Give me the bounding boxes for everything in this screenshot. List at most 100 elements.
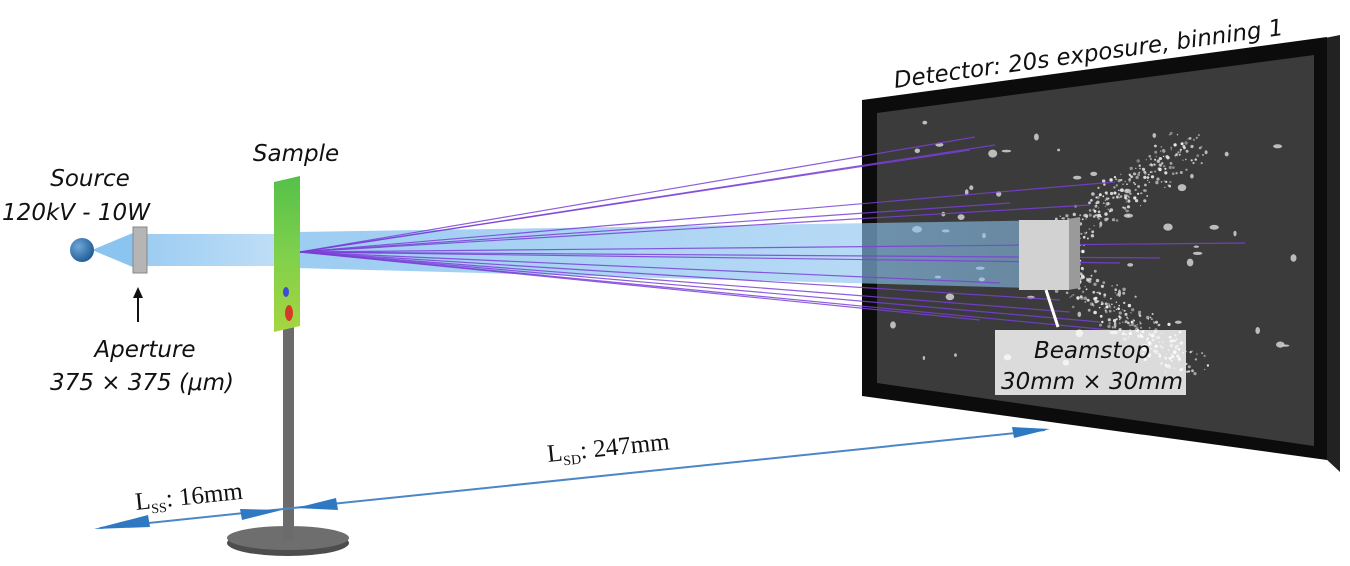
arrowhead	[94, 515, 150, 529]
speckle	[1133, 196, 1136, 199]
speckle	[1122, 207, 1124, 209]
distance-subscript: SD	[563, 453, 582, 470]
speckle	[1135, 199, 1138, 202]
speckle	[1143, 199, 1146, 202]
speckle	[1201, 162, 1203, 164]
speckle	[1110, 298, 1112, 300]
speckle	[1085, 218, 1087, 220]
speckle	[1103, 202, 1105, 204]
speckle	[1135, 168, 1136, 169]
speckle	[1122, 292, 1125, 295]
speckle	[1196, 353, 1197, 354]
speckle	[1092, 291, 1095, 294]
speckle	[1118, 193, 1120, 195]
speckle	[1094, 210, 1097, 213]
speckle	[1105, 206, 1106, 207]
speckle	[1190, 145, 1193, 148]
sample-label: Sample	[253, 141, 339, 167]
speckle	[1073, 213, 1076, 216]
speckle	[1143, 176, 1146, 179]
speckle	[1141, 192, 1143, 194]
speckle	[1146, 159, 1147, 160]
speckle	[1114, 288, 1117, 291]
speckle	[1169, 134, 1171, 136]
speckle	[1195, 358, 1197, 360]
speckle	[1122, 288, 1125, 291]
speckle	[1170, 147, 1172, 149]
speckle	[1137, 159, 1140, 162]
speckle	[1135, 296, 1137, 298]
speckle	[1127, 322, 1130, 325]
speckle	[1193, 139, 1195, 141]
speckle	[1112, 326, 1114, 328]
speckle	[1105, 310, 1107, 312]
speckle	[1099, 324, 1102, 327]
speckle	[1131, 308, 1134, 311]
speckle	[1140, 323, 1142, 325]
speckle	[1107, 209, 1109, 211]
speckle	[890, 321, 896, 328]
speckle	[1151, 175, 1154, 178]
speckle	[1154, 159, 1156, 161]
speckle	[1084, 286, 1086, 288]
speckle	[1163, 165, 1165, 167]
speckle	[1116, 302, 1117, 303]
distance-symbol: L	[546, 440, 564, 468]
speckle	[954, 353, 957, 356]
speckle	[1137, 185, 1140, 188]
speckle	[1180, 151, 1181, 152]
speckle	[1198, 134, 1200, 136]
speckle	[1066, 292, 1069, 295]
speckle	[1089, 209, 1092, 212]
speckle	[1118, 179, 1121, 182]
speckle	[1153, 164, 1155, 166]
speckle	[1116, 318, 1118, 320]
speckle	[1082, 291, 1084, 293]
speckle	[1149, 155, 1152, 158]
speckle	[1122, 183, 1124, 185]
speckle	[1162, 149, 1165, 152]
speckle	[1103, 293, 1106, 296]
arrowhead	[296, 498, 338, 510]
speckle	[1126, 201, 1127, 202]
speckle	[1153, 133, 1157, 138]
speckle	[1091, 192, 1095, 196]
speckle	[1155, 156, 1157, 158]
speckle	[1070, 297, 1071, 298]
speckle	[1149, 327, 1151, 329]
speckle	[1138, 313, 1140, 315]
speckle	[1139, 321, 1140, 322]
speckle	[1120, 174, 1122, 176]
speckle	[1175, 156, 1176, 157]
speckle	[1154, 145, 1157, 148]
speckle	[915, 149, 920, 154]
speckle	[1169, 181, 1171, 183]
speckle	[1138, 172, 1140, 174]
speckle	[1105, 191, 1108, 194]
speckle	[1174, 143, 1177, 146]
speckle	[1123, 302, 1125, 304]
speckle	[1146, 316, 1149, 319]
speckle	[1157, 160, 1160, 163]
source	[70, 238, 94, 262]
speckle	[1180, 171, 1183, 174]
speckle	[1105, 302, 1108, 305]
speckle	[1135, 189, 1137, 191]
speckle	[1134, 183, 1136, 185]
speckle	[1071, 295, 1073, 297]
speckle	[1119, 322, 1121, 324]
speckle	[1130, 167, 1133, 170]
speckle	[1102, 281, 1105, 284]
speckle	[1096, 279, 1099, 282]
speckle	[1139, 165, 1141, 167]
speckle	[1101, 301, 1103, 303]
speckle	[1155, 321, 1158, 324]
speckle	[1114, 321, 1117, 329]
speckle	[1190, 174, 1194, 179]
speckle	[1125, 210, 1128, 213]
speckle	[1090, 199, 1093, 202]
speckle	[1103, 183, 1105, 185]
speckle	[1207, 364, 1209, 366]
speckle	[1120, 188, 1124, 192]
speckle	[1276, 342, 1284, 348]
